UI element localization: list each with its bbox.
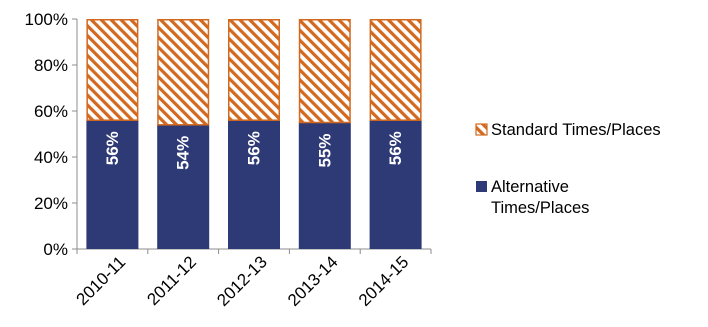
y-tick-label: 40% <box>34 148 68 167</box>
data-label: 54% <box>174 136 193 170</box>
bar-standard-times-places <box>157 19 210 126</box>
bar-standard-times-places <box>369 19 422 121</box>
bar-standard-times-places <box>298 19 351 124</box>
data-label: 56% <box>386 131 405 165</box>
legend-swatch-alternative <box>476 181 487 192</box>
data-label: 55% <box>315 133 334 167</box>
legend-label-standard: Standard Times/Places <box>491 121 661 139</box>
bar-standard-times-places <box>86 19 139 121</box>
y-tick-label: 20% <box>34 194 68 213</box>
bar-alternative-times-places <box>157 124 210 249</box>
data-label: 56% <box>103 131 122 165</box>
bar-alternative-times-places <box>86 120 139 249</box>
bar-alternative-times-places <box>369 120 422 249</box>
y-tick-label: 100% <box>25 10 68 29</box>
x-category-label: 2010-11 <box>73 252 130 309</box>
x-category-label: 2012-13 <box>213 252 271 310</box>
y-tick-label: 60% <box>34 102 68 121</box>
bar-alternative-times-places <box>228 120 280 249</box>
bar-alternative-times-places <box>298 122 351 249</box>
x-category-label: 2014-15 <box>355 252 413 310</box>
x-category-label: 2011-12 <box>143 252 200 309</box>
y-tick-label: 80% <box>34 56 68 75</box>
data-label: 56% <box>245 131 264 165</box>
legend-swatch-standard <box>475 123 488 136</box>
x-category-label: 2013-14 <box>284 252 342 310</box>
legend-label-alternative: Alternative Times/Places <box>491 178 589 217</box>
y-tick-label: 0% <box>43 240 68 259</box>
bar-standard-times-places <box>228 19 280 121</box>
